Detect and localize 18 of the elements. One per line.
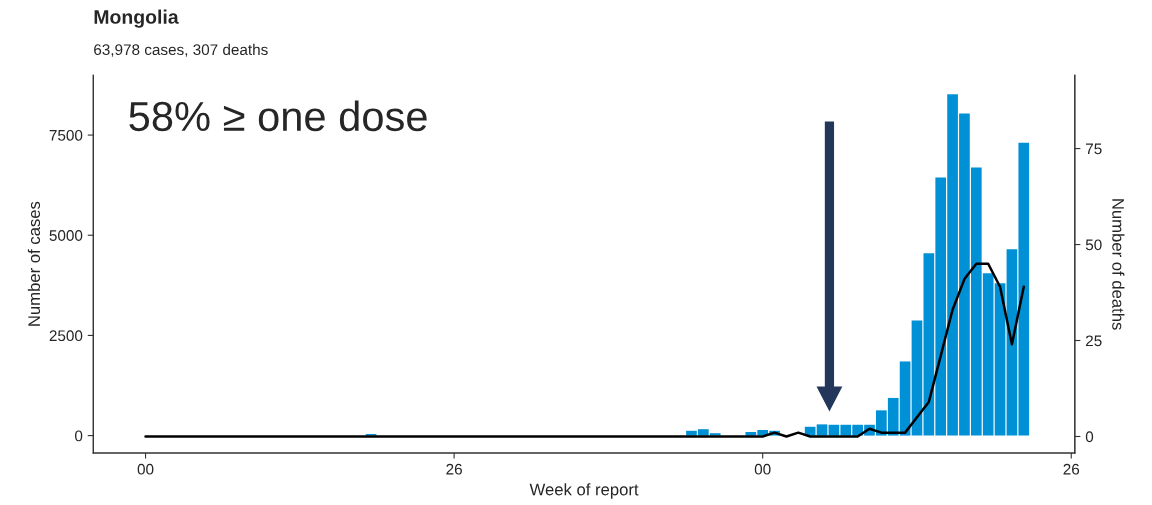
y-tick-label: 7500 (49, 129, 83, 141)
y-tick-label: 2500 (49, 330, 83, 342)
y-tick-label: 0 (75, 430, 83, 442)
x-axis-title: Week of report (529, 483, 639, 499)
x-tick-label: 00 (754, 463, 771, 475)
y2-tick-label: 50 (1085, 239, 1102, 251)
x-tick-label: 26 (446, 463, 462, 475)
annotation: 58% ≥ one dose (129, 100, 427, 132)
chart-subtitle: 63,978 cases, 307 deaths (94, 43, 268, 57)
x-tick-label: 26 (1063, 463, 1080, 475)
x-tick-label: 00 (137, 463, 154, 475)
y2-tick-label: 25 (1086, 335, 1102, 347)
y2-tick-label: 75 (1086, 143, 1102, 155)
chart-title: Mongolia (94, 9, 179, 28)
y2-tick-label: 0 (1085, 431, 1094, 443)
y-axis-title: Number of cases (27, 201, 41, 326)
y2-axis-title: Number of deaths (1112, 199, 1125, 330)
y-tick-label: 5000 (49, 230, 83, 241)
